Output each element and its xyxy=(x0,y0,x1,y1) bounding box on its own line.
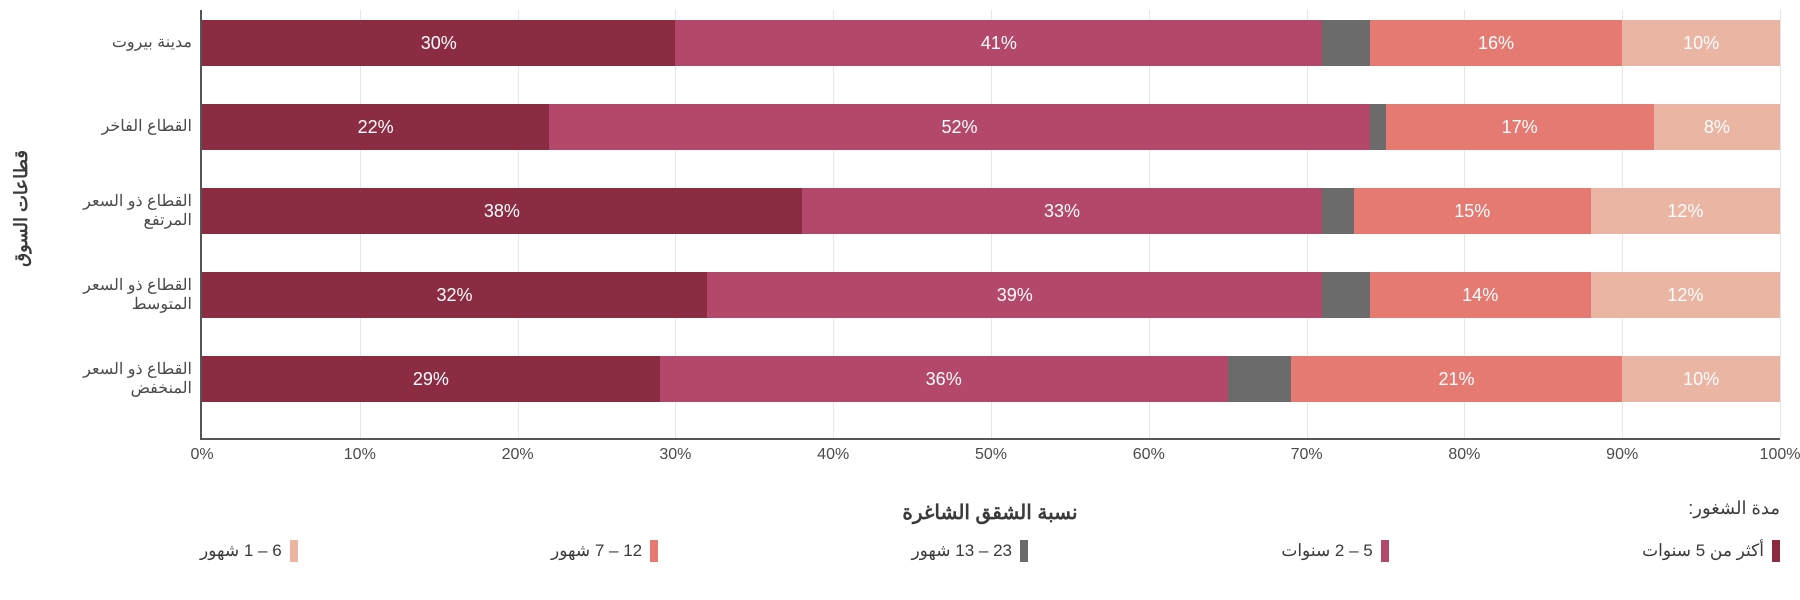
bar-segment: 22% xyxy=(202,104,549,150)
x-tick-label: 10% xyxy=(344,438,376,464)
legend-label: 23 – 13 شهور xyxy=(911,541,1012,561)
legend-swatch xyxy=(1020,540,1028,562)
bar-segment xyxy=(1322,272,1369,318)
bar-segment: 33% xyxy=(802,188,1323,234)
x-tick-label: 80% xyxy=(1448,438,1480,464)
bar-segment: 21% xyxy=(1291,356,1622,402)
legend-title: مدة الشغور: xyxy=(1688,498,1780,519)
bar-segment: 36% xyxy=(660,356,1228,402)
chart-container: قطاعات السوق 0%10%20%30%40%50%60%70%80%9… xyxy=(0,0,1800,600)
bar-row: القطاع الفاخر8%17%52%22% xyxy=(202,104,1780,150)
bar-segment: 52% xyxy=(549,104,1370,150)
bar-segment xyxy=(1228,356,1291,402)
plot-area: 0%10%20%30%40%50%60%70%80%90%100%مدينة ب… xyxy=(200,10,1780,440)
bar-segment: 16% xyxy=(1370,20,1622,66)
legend-swatch xyxy=(290,540,298,562)
legend-label: أكثر من 5 سنوات xyxy=(1642,541,1764,561)
x-tick-label: 0% xyxy=(190,438,213,464)
bar-segment xyxy=(1370,104,1386,150)
category-label: مدينة بيروت xyxy=(52,20,202,66)
bar-row: مدينة بيروت10%16%41%30% xyxy=(202,20,1780,66)
category-label: القطاع ذو السعر المتوسط xyxy=(52,272,202,318)
legend-swatch xyxy=(1772,540,1780,562)
legend-item: 12 – 7 شهور xyxy=(551,540,658,562)
bar-segment: 15% xyxy=(1354,188,1591,234)
x-tick-label: 60% xyxy=(1133,438,1165,464)
x-tick-label: 90% xyxy=(1606,438,1638,464)
legend-label: 5 – 2 سنوات xyxy=(1281,541,1372,561)
bar-segment: 14% xyxy=(1370,272,1591,318)
bar-segment: 38% xyxy=(202,188,802,234)
legend-label: 6 – 1 شهور xyxy=(200,541,282,561)
bar-segment: 17% xyxy=(1386,104,1654,150)
legend-label: 12 – 7 شهور xyxy=(551,541,642,561)
bar-segment: 8% xyxy=(1654,104,1780,150)
x-tick-label: 30% xyxy=(659,438,691,464)
y-axis-title: قطاعات السوق xyxy=(10,150,32,267)
category-label: القطاع ذو السعر المنخفض xyxy=(52,356,202,402)
bar-segment: 30% xyxy=(202,20,675,66)
bar-row: القطاع ذو السعر المنخفض10%21%36%29% xyxy=(202,356,1780,402)
bar-row: القطاع ذو السعر المرتفع12%15%33%38% xyxy=(202,188,1780,234)
x-tick-label: 50% xyxy=(975,438,1007,464)
bar-segment: 12% xyxy=(1591,272,1780,318)
bar-segment: 10% xyxy=(1622,356,1780,402)
legend-swatch xyxy=(1381,540,1389,562)
x-tick-label: 100% xyxy=(1760,438,1800,464)
bar-segment: 39% xyxy=(707,272,1322,318)
x-axis-title: نسبة الشقق الشاغرة xyxy=(200,500,1780,525)
bar-segment xyxy=(1322,188,1354,234)
bar-segment: 12% xyxy=(1591,188,1780,234)
legend-item: 23 – 13 شهور xyxy=(911,540,1028,562)
x-tick-label: 70% xyxy=(1291,438,1323,464)
bar-row: القطاع ذو السعر المتوسط12%14%39%32% xyxy=(202,272,1780,318)
bar-segment xyxy=(1322,20,1369,66)
legend-swatch xyxy=(650,540,658,562)
legend: 6 – 1 شهور 12 – 7 شهور 23 – 13 شهور 5 – 2 س… xyxy=(200,540,1780,562)
bar-segment: 29% xyxy=(202,356,660,402)
x-tick-label: 40% xyxy=(817,438,849,464)
legend-item: 5 – 2 سنوات xyxy=(1281,540,1388,562)
bar-segment: 41% xyxy=(675,20,1322,66)
bar-segment: 10% xyxy=(1622,20,1780,66)
gridline xyxy=(1780,10,1781,438)
bar-segment: 32% xyxy=(202,272,707,318)
x-tick-label: 20% xyxy=(502,438,534,464)
legend-item: 6 – 1 شهور xyxy=(200,540,298,562)
legend-item: أكثر من 5 سنوات xyxy=(1642,540,1780,562)
category-label: القطاع ذو السعر المرتفع xyxy=(52,188,202,234)
category-label: القطاع الفاخر xyxy=(52,104,202,150)
